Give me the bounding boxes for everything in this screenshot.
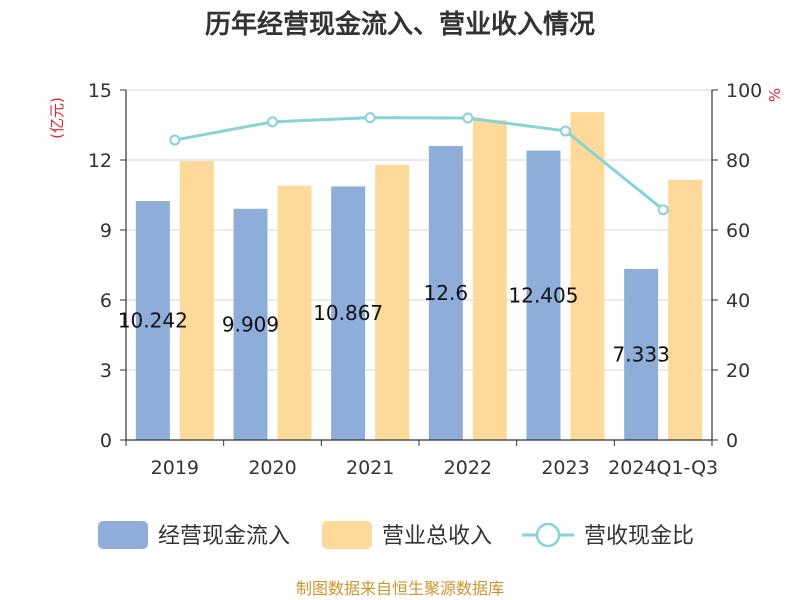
right-tick-label: 0 [726, 430, 738, 452]
x-tick-label: 2023 [541, 457, 589, 479]
bars [135, 112, 703, 441]
left-axis-unit: (亿元) [48, 97, 66, 139]
legend-swatch [322, 521, 372, 549]
bar-revenue [375, 164, 410, 440]
ratio-point [267, 116, 278, 128]
legend-label: 营业总收入 [382, 524, 492, 549]
bar-cash-inflow [428, 146, 463, 440]
x-tick-label: 2020 [248, 457, 296, 479]
right-tick-label: 80 [726, 150, 750, 172]
data-label: 9.909 [222, 312, 279, 336]
data-labels: 10.242 9.909 10.867 12.6 12.405 7.333 [118, 281, 670, 366]
right-tick-label: 20 [726, 360, 750, 382]
ratio-point [169, 134, 181, 146]
right-tick-label: 100 [726, 80, 762, 102]
bar-revenue [277, 185, 312, 440]
ratio-point [364, 112, 376, 124]
source-note: 制图数据来自恒生聚源数据库 [296, 579, 504, 598]
right-axis-unit: % [766, 88, 784, 102]
x-tick-label: 2021 [346, 457, 394, 479]
left-tick-label: 3 [100, 360, 112, 382]
ratio-point [462, 112, 474, 124]
right-tick-label: 60 [726, 220, 750, 242]
left-tick-label: 12 [88, 150, 112, 172]
ratio-line-layer [169, 112, 669, 216]
ratio-line [174, 116, 665, 211]
left-tick-label: 0 [100, 430, 112, 452]
bar-revenue [570, 112, 605, 441]
bar-cash-inflow [331, 186, 366, 440]
axes: 0 3 6 9 12 15 0 20 40 60 80 100 2019 2020 2021 2022 2023… [88, 80, 762, 479]
gridlines [126, 89, 712, 371]
x-tick-label: 2024Q1-Q3 [608, 457, 718, 479]
x-tick-label: 2019 [151, 457, 199, 479]
chart-title: 历年经营现金流入、营业收入情况 [205, 9, 595, 40]
bar-cash-inflow [624, 268, 659, 440]
bar-revenue [668, 179, 703, 441]
legend-marker [535, 522, 561, 548]
bar-revenue [179, 161, 214, 440]
left-tick-label: 6 [100, 290, 112, 312]
ratio-point [560, 125, 571, 137]
data-label: 7.333 [613, 342, 670, 366]
legend-swatch [98, 521, 148, 549]
data-label: 10.242 [118, 309, 188, 333]
ratio-point [657, 204, 669, 216]
data-label: 12.405 [509, 283, 579, 307]
data-label: 10.867 [313, 301, 383, 325]
x-tick-label: 2022 [444, 457, 492, 479]
left-tick-label: 9 [100, 220, 112, 242]
data-label: 12.6 [424, 281, 469, 305]
bar-cash-inflow [526, 150, 561, 441]
bar-revenue [472, 120, 507, 440]
bar-cash-inflow [135, 201, 170, 440]
bar-cash-inflow [233, 208, 268, 440]
legend-label: 营收现金比 [584, 524, 694, 549]
legend: 经营现金流入 营业总收入 营收现金比 [98, 521, 694, 549]
right-tick-label: 40 [726, 290, 750, 312]
left-tick-label: 15 [88, 80, 112, 102]
legend-label: 经营现金流入 [158, 524, 290, 549]
